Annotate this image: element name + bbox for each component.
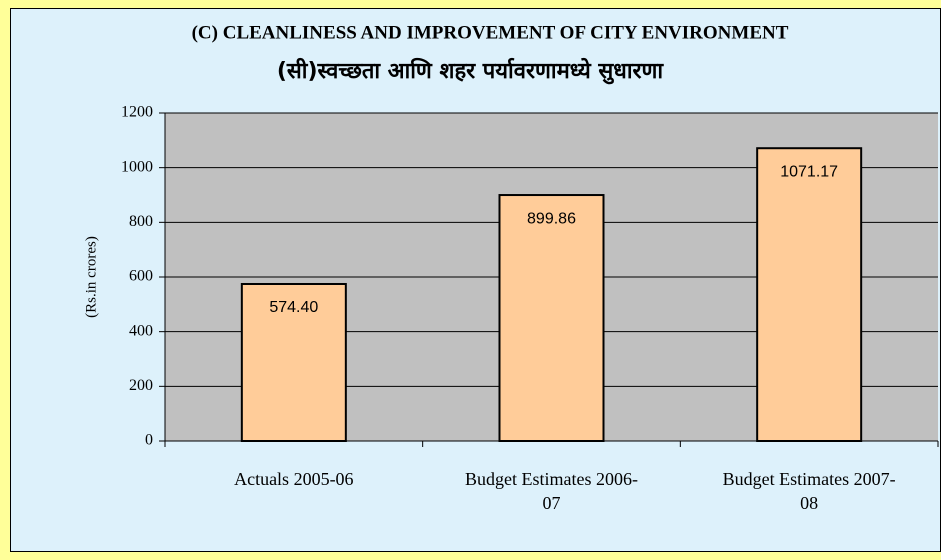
y-tick-label: 0 [145, 432, 153, 449]
bar [756, 147, 863, 442]
x-tick-label: Budget Estimates 2006-07 [465, 469, 638, 513]
y-tick-label: 800 [129, 213, 153, 230]
y-tick-label: 600 [129, 268, 153, 285]
y-tick-label: 200 [129, 377, 153, 394]
value-label: 1071.17 [780, 163, 838, 180]
y-axis-label: (Rs.in crores) [83, 236, 99, 318]
x-tick-label: Budget Estimates 2007-08 [722, 469, 896, 513]
value-label: 574.40 [269, 299, 318, 316]
x-tick-label: Actuals 2005-06 [234, 469, 354, 489]
chart-title: (C) CLEANLINESS AND IMPROVEMENT OF CITY … [192, 22, 789, 43]
y-tick-label: 1000 [121, 158, 153, 175]
value-label: 899.86 [527, 210, 576, 227]
chart-subtitle: (सी)स्वच्छता आणि शहर पर्यावरणामध्ये सुधा… [277, 57, 665, 85]
bar [240, 282, 347, 443]
y-tick-label: 400 [129, 322, 153, 339]
y-tick-label: 1200 [121, 104, 153, 121]
bar [498, 194, 605, 442]
